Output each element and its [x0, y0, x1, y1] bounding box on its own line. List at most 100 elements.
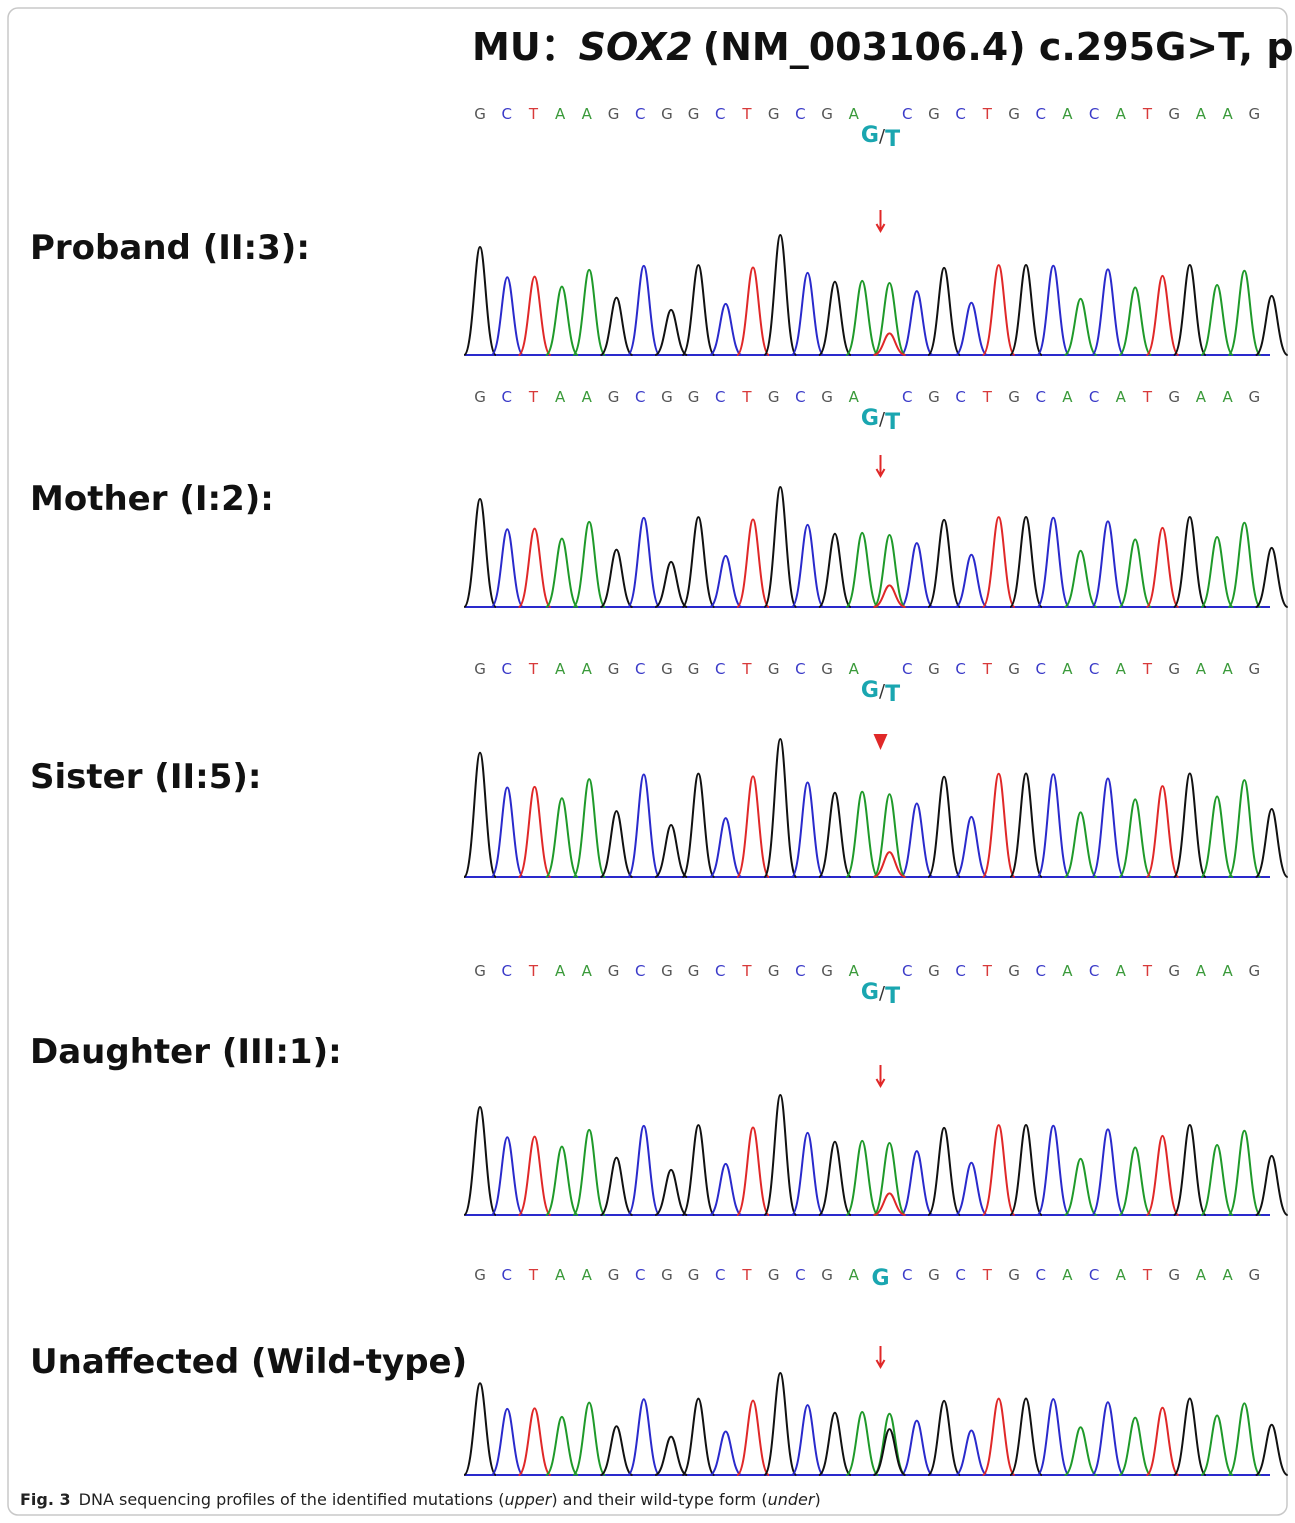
- caption: Fig. 3DNA sequencing profiles of the ide…: [20, 1490, 821, 1509]
- base-letter: A: [849, 388, 860, 406]
- base-letter: C: [715, 388, 725, 406]
- base-letter: G: [1248, 388, 1260, 406]
- caption-figure: Fig. 3: [20, 1490, 71, 1509]
- base-letter: C: [1035, 660, 1045, 678]
- base-letter: C: [902, 660, 912, 678]
- base-letter: A: [582, 962, 593, 980]
- title-rest: (NM_003106.4) c.295G>T, p.A99S: [703, 25, 1295, 69]
- base-letter: G: [928, 1266, 940, 1284]
- base-letter: G: [821, 962, 833, 980]
- base-letter: T: [528, 1266, 539, 1284]
- variant-base: T: [885, 127, 900, 152]
- base-letter: G: [608, 962, 620, 980]
- base-letter: G: [1168, 1266, 1180, 1284]
- base-letter: G: [768, 388, 780, 406]
- base-letter: T: [1142, 105, 1153, 123]
- base-letter: G: [608, 105, 620, 123]
- base-letter: C: [501, 105, 511, 123]
- base-letter: C: [501, 962, 511, 980]
- base-letter: G: [688, 105, 700, 123]
- base-letter: C: [795, 388, 805, 406]
- base-letter: T: [982, 1266, 993, 1284]
- base-letter: G: [1248, 1266, 1260, 1284]
- base-letter: G: [661, 388, 673, 406]
- base-letter: G: [1008, 962, 1020, 980]
- base-letter: C: [795, 1266, 805, 1284]
- base-letter: A: [555, 1266, 566, 1284]
- base-letter: C: [955, 388, 965, 406]
- base-letter: A: [582, 388, 593, 406]
- base-letter: G: [661, 105, 673, 123]
- base-letter: A: [1222, 1266, 1233, 1284]
- base-letter: G: [928, 105, 940, 123]
- base-letter: T: [528, 660, 539, 678]
- base-letter: C: [955, 660, 965, 678]
- base-letter: A: [582, 1266, 593, 1284]
- base-letter: C: [1089, 105, 1099, 123]
- variant-base: G: [861, 406, 879, 431]
- base-letter: A: [1222, 660, 1233, 678]
- base-letter: A: [1196, 660, 1207, 678]
- base-letter: A: [849, 660, 860, 678]
- base-letter: A: [849, 1266, 860, 1284]
- figure-title: MU：SOX2(NM_003106.4) c.295G>T, p.A99S: [472, 25, 1295, 69]
- caption-under: under: [768, 1490, 816, 1509]
- base-letter: C: [715, 105, 725, 123]
- figure: MU：SOX2(NM_003106.4) c.295G>T, p.A99S Fi…: [0, 0, 1295, 1523]
- variant-base: G: [861, 123, 879, 148]
- base-letter: C: [1089, 388, 1099, 406]
- base-letter: A: [582, 105, 593, 123]
- base-letter: G: [768, 105, 780, 123]
- variant-base: G: [861, 980, 879, 1005]
- base-letter: A: [1196, 1266, 1207, 1284]
- base-letter: G: [608, 388, 620, 406]
- base-letter: T: [528, 962, 539, 980]
- base-letter: G: [1248, 962, 1260, 980]
- base-letter: T: [741, 105, 752, 123]
- base-letter: G: [1008, 1266, 1020, 1284]
- base-letter: A: [1116, 660, 1127, 678]
- base-letter: G: [688, 388, 700, 406]
- base-letter: A: [555, 660, 566, 678]
- base-letter: A: [1116, 962, 1127, 980]
- base-letter: A: [1116, 1266, 1127, 1284]
- base-letter: C: [1035, 962, 1045, 980]
- title-prefix: MU：: [472, 25, 579, 69]
- base-letter: T: [528, 105, 539, 123]
- base-letter: G: [1168, 660, 1180, 678]
- base-letter: G: [1008, 388, 1020, 406]
- base-letter: A: [555, 962, 566, 980]
- sample-label: Mother (I:2):: [30, 479, 274, 519]
- base-letter: G: [474, 1266, 486, 1284]
- base-letter: G: [821, 1266, 833, 1284]
- base-letter: C: [715, 962, 725, 980]
- base-letter: G: [1008, 660, 1020, 678]
- base-letter: T: [1142, 388, 1153, 406]
- base-letter: T: [741, 1266, 752, 1284]
- base-letter: A: [555, 105, 566, 123]
- base-letter: G: [1168, 388, 1180, 406]
- sample-label: Sister (II:5):: [30, 757, 262, 797]
- base-letter: A: [1196, 388, 1207, 406]
- caption-text: ): [814, 1490, 820, 1509]
- base-letter: G: [928, 388, 940, 406]
- base-letter: G: [474, 962, 486, 980]
- base-letter: G: [661, 962, 673, 980]
- base-letter: G: [474, 105, 486, 123]
- base-letter: A: [1222, 962, 1233, 980]
- base-letter: T: [528, 388, 539, 406]
- base-letter: C: [1035, 1266, 1045, 1284]
- base-letter: G: [688, 660, 700, 678]
- base-letter: C: [955, 1266, 965, 1284]
- base-letter: A: [1196, 105, 1207, 123]
- base-letter: G: [768, 962, 780, 980]
- base-letter: G: [608, 660, 620, 678]
- base-letter: A: [1062, 105, 1073, 123]
- base-letter: A: [582, 660, 593, 678]
- base-letter: G: [821, 660, 833, 678]
- sample-label: Unaffected (Wild-type): [30, 1342, 467, 1382]
- base-letter: A: [1116, 105, 1127, 123]
- base-letter: A: [1062, 388, 1073, 406]
- base-letter: T: [741, 660, 752, 678]
- base-letter: C: [715, 660, 725, 678]
